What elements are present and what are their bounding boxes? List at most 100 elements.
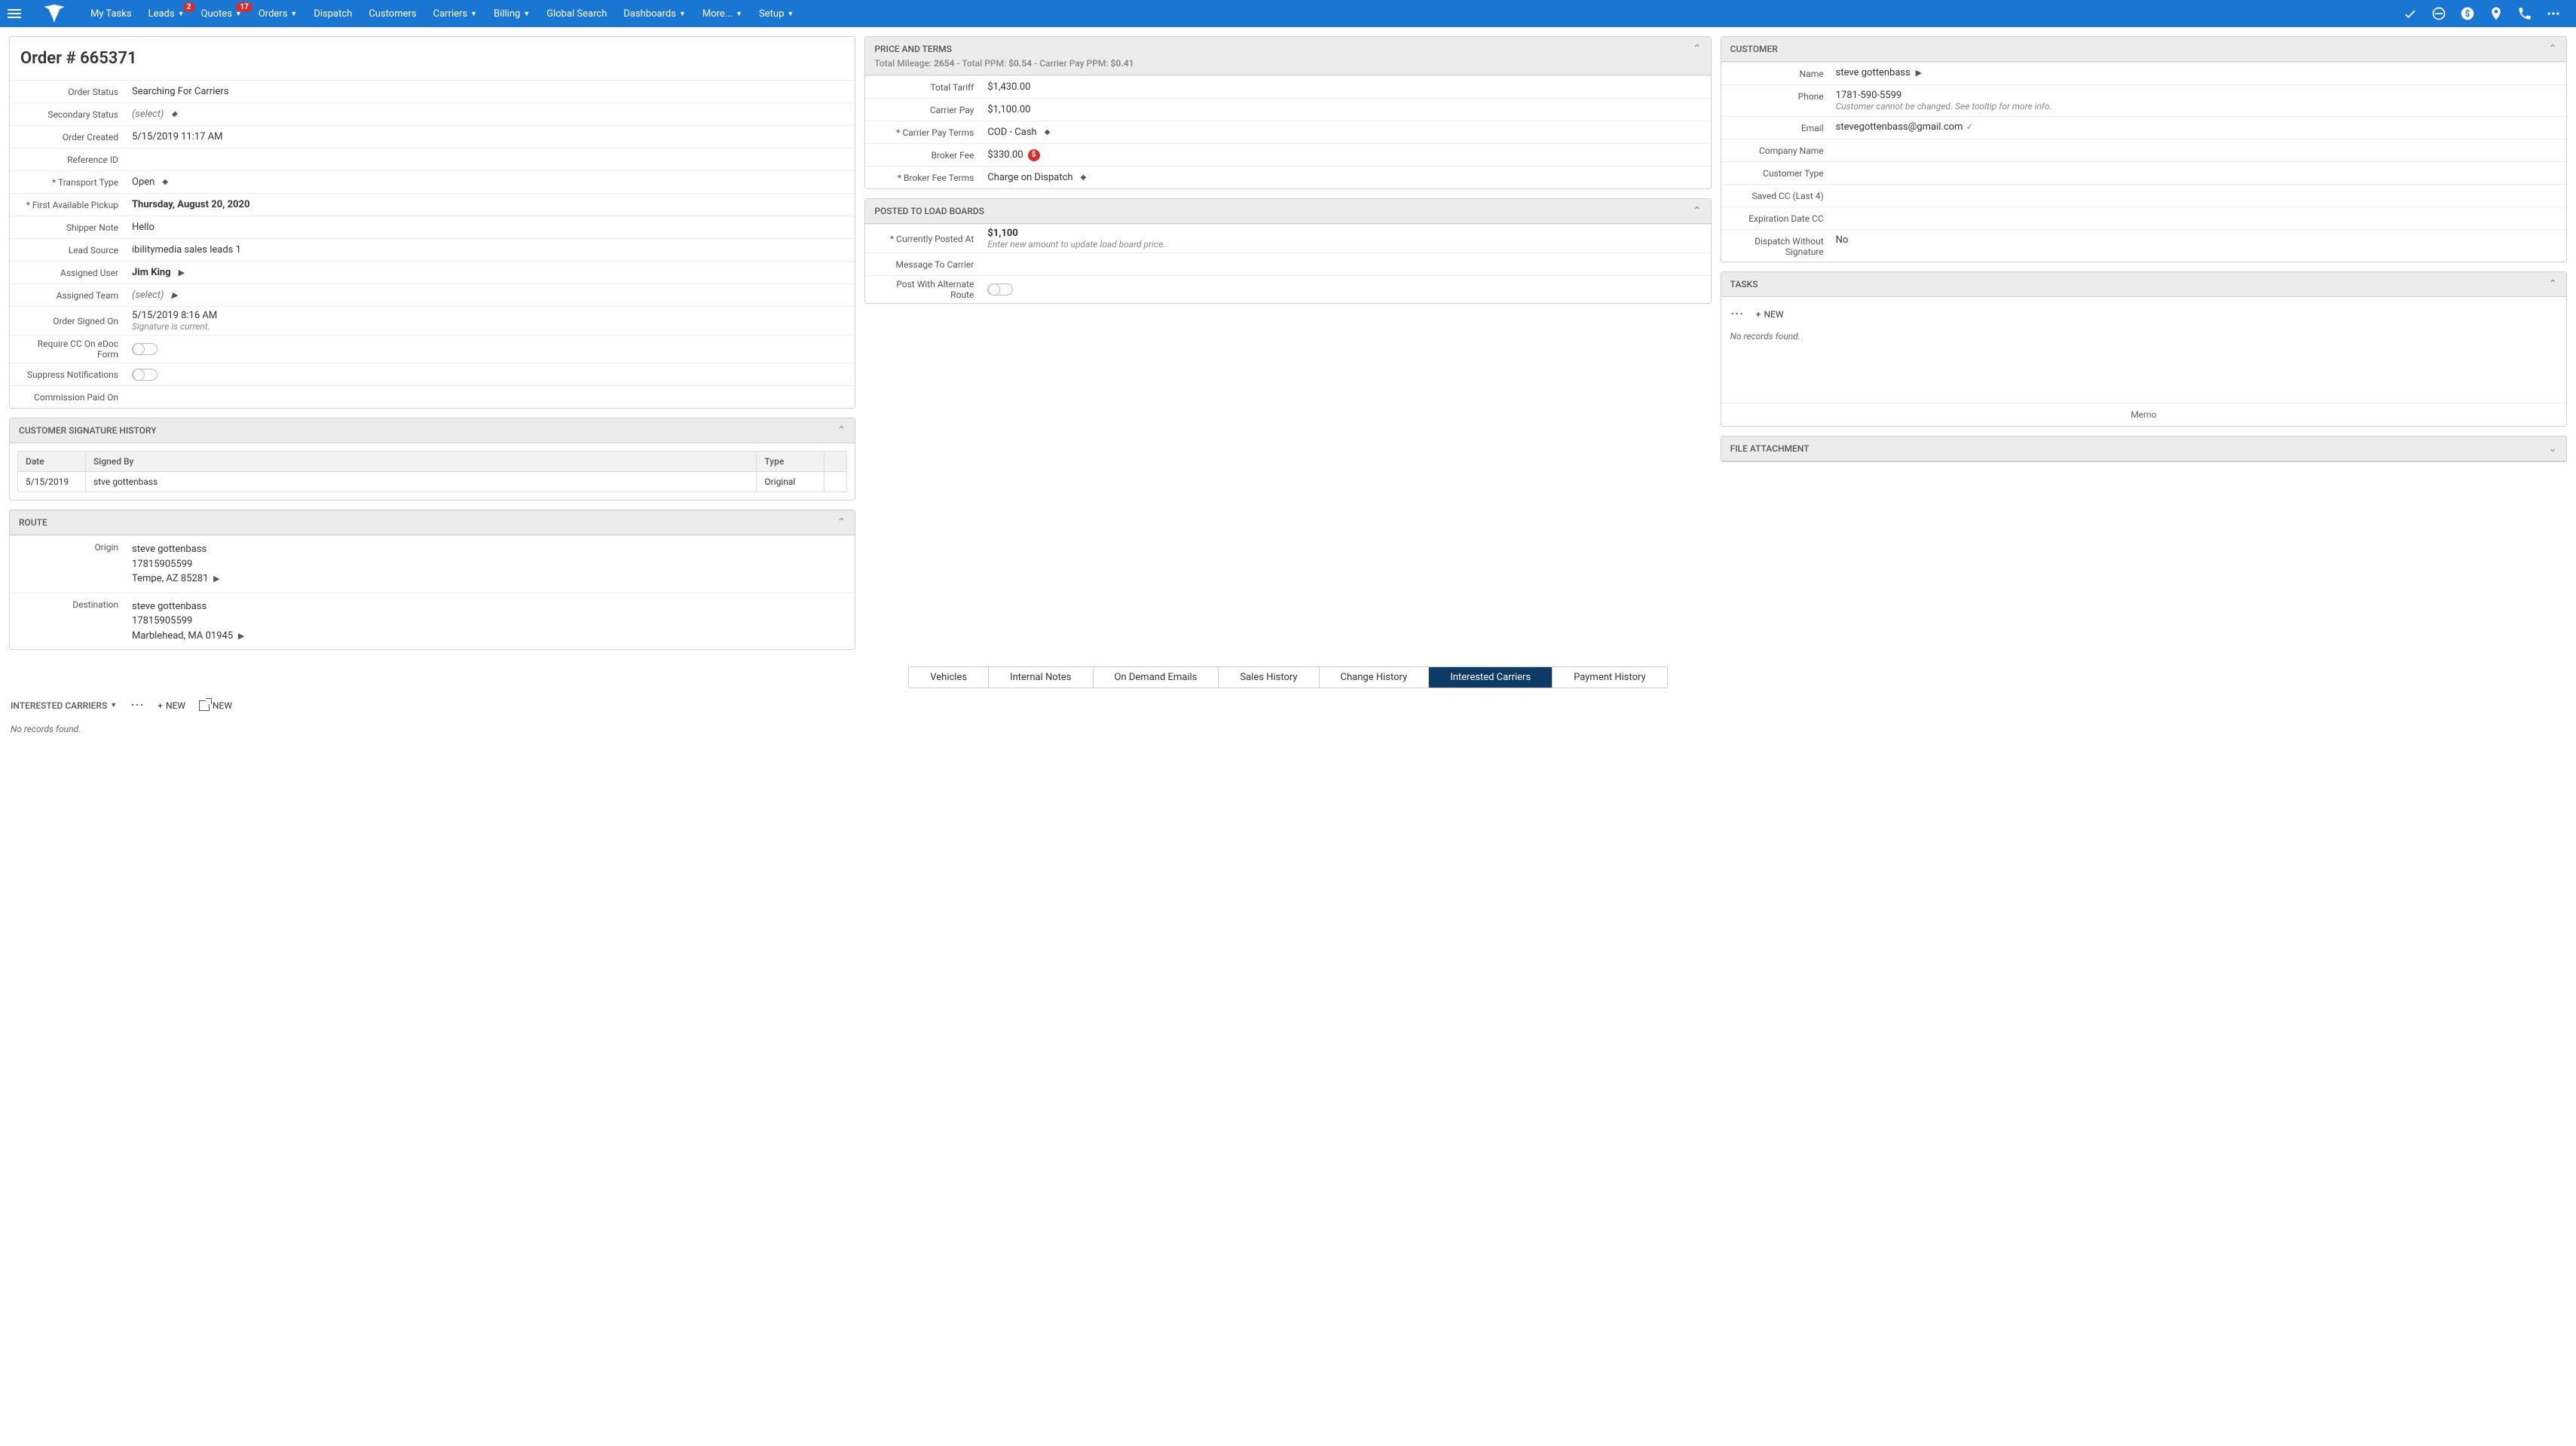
tab[interactable]: Change History — [1320, 667, 1430, 688]
chevron-right-icon: ▶ — [211, 574, 219, 584]
require-cc-toggle[interactable] — [132, 343, 158, 355]
order-status-value[interactable]: Searching For Carriers — [132, 86, 228, 97]
route-panel: ROUTE⌃ Originsteve gottenbass17815905599… — [9, 510, 855, 650]
more-icon[interactable]: ⋯ — [130, 697, 144, 713]
field-label: Assigned Team — [19, 290, 132, 301]
dispatch-without-sig-value[interactable]: No — [1836, 234, 1849, 246]
origin-value[interactable]: steve gottenbass17815905599Tempe, AZ 852… — [132, 542, 220, 587]
table-header[interactable]: Date — [18, 452, 86, 472]
more-icon[interactable] — [2546, 6, 2561, 21]
memo-label[interactable]: Memo — [1721, 403, 2566, 426]
collapse-icon[interactable]: ⌃ — [1693, 43, 1702, 55]
field-label: * Carrier Pay Terms — [874, 127, 987, 138]
more-icon[interactable]: ⋯ — [1730, 306, 1744, 322]
sort-icon: ◆ — [1081, 173, 1087, 182]
block-icon[interactable] — [2431, 6, 2446, 21]
nav-item[interactable]: Quotes▼17 — [194, 4, 249, 24]
pay-terms-select[interactable]: COD - Cash◆ — [987, 127, 1050, 138]
tariff-value[interactable]: $1,430.00 — [987, 81, 1030, 93]
tab[interactable]: Vehicles — [909, 667, 989, 688]
check-icon[interactable] — [2403, 6, 2418, 21]
shipper-note-value[interactable]: Hello — [132, 222, 154, 233]
field-label: Total Tariff — [874, 82, 987, 93]
chevron-right-icon: ▶ — [179, 268, 185, 277]
lead-source-value[interactable]: ibilitymedia sales leads 1 — [132, 244, 241, 256]
tabs-container: VehiclesInternal NotesOn Demand EmailsSa… — [0, 659, 2576, 688]
sort-icon: ◆ — [1045, 128, 1051, 136]
tab[interactable]: Sales History — [1219, 667, 1319, 688]
nav-item[interactable]: Orders▼ — [251, 4, 305, 24]
secondary-status-select[interactable]: (select)◆ — [132, 109, 177, 120]
left-column: Order # 665371 Order StatusSearching For… — [9, 36, 855, 650]
dollar-icon[interactable]: $ — [2460, 6, 2475, 21]
caret-down-icon: ▼ — [290, 10, 297, 18]
alt-route-toggle[interactable] — [987, 283, 1013, 296]
new-button[interactable]: +NEW — [158, 700, 185, 711]
assigned-team-select[interactable]: (select)▶ — [132, 290, 178, 301]
nav-item[interactable]: Dashboards▼ — [616, 4, 693, 24]
menu-icon[interactable] — [8, 5, 26, 23]
tab[interactable]: Internal Notes — [989, 667, 1093, 688]
logo-icon[interactable] — [41, 0, 68, 27]
order-created-value: 5/15/2019 11:17 AM — [132, 131, 223, 142]
middle-column: PRICE AND TERMS ⌃ Total Mileage: 2654 - … — [864, 36, 1711, 304]
customer-name-link[interactable]: steve gottenbass ▶ — [1836, 67, 1922, 78]
signature-table: Date Signed By Type 5/15/2019 stve gotte… — [17, 451, 847, 492]
nav-item[interactable]: Customers — [361, 4, 424, 24]
field-label: Email — [1730, 121, 1836, 133]
nav-item[interactable]: Carriers▼ — [426, 4, 485, 24]
section-title[interactable]: INTERESTED CARRIERS▼ — [11, 700, 117, 711]
nav-right: $ — [2403, 6, 2568, 21]
table-row[interactable]: 5/15/2019 stve gottenbass Original — [18, 472, 847, 492]
carrier-pay-value[interactable]: $1,100.00 — [987, 104, 1030, 115]
customer-email-value[interactable]: stevegottenbass@gmail.com✓ — [1836, 121, 1974, 133]
field-label: * Broker Fee Terms — [874, 173, 987, 183]
nav-item[interactable]: My Tasks — [83, 4, 139, 24]
transport-type-select[interactable]: Open◆ — [132, 176, 168, 188]
pickup-date-value[interactable]: Thursday, August 20, 2020 — [132, 199, 249, 210]
caret-down-icon: ▼ — [110, 701, 117, 709]
new-external-button[interactable]: NEW — [199, 700, 232, 711]
field-label: Phone — [1730, 90, 1836, 102]
expand-icon[interactable]: ⌄ — [2548, 443, 2557, 455]
broker-fee-value[interactable]: $330.00$ — [987, 149, 1039, 161]
customer-phone-value: 1781-590-5599Customer cannot be changed.… — [1836, 90, 2052, 112]
collapse-icon[interactable]: ⌃ — [837, 424, 846, 437]
field-label: Assigned User — [19, 268, 132, 278]
destination-value[interactable]: steve gottenbass17815905599Marblehead, M… — [132, 599, 244, 644]
field-label: Message To Carrier — [874, 259, 987, 270]
plus-icon: + — [158, 700, 163, 711]
panel-title: CUSTOMER — [1730, 44, 1778, 54]
collapse-icon[interactable]: ⌃ — [2548, 43, 2557, 55]
field-label: Order Status — [19, 87, 132, 97]
tab[interactable]: On Demand Emails — [1094, 667, 1219, 688]
table-header[interactable]: Type — [757, 452, 825, 472]
svg-text:$: $ — [2465, 8, 2470, 19]
collapse-icon[interactable]: ⌃ — [837, 516, 846, 528]
location-icon[interactable] — [2489, 6, 2504, 21]
nav-item[interactable]: Setup▼ — [751, 4, 801, 24]
new-task-button[interactable]: +NEW — [1756, 309, 1784, 320]
nav-item[interactable]: Leads▼2 — [141, 4, 192, 24]
nav-item[interactable]: Dispatch — [306, 4, 359, 24]
panel-title: POSTED TO LOAD BOARDS — [874, 206, 984, 216]
nav-item[interactable]: Global Search — [539, 4, 614, 24]
broker-fee-terms-select[interactable]: Charge on Dispatch◆ — [987, 172, 1086, 183]
tab[interactable]: Payment History — [1553, 667, 1667, 688]
assigned-user-link[interactable]: Jim King▶ — [132, 267, 185, 278]
collapse-icon[interactable]: ⌃ — [1693, 205, 1702, 217]
tab[interactable]: Interested Carriers — [1429, 667, 1553, 688]
nav-item[interactable]: Billing▼ — [486, 4, 537, 24]
no-records-text: No records found. — [11, 713, 2565, 740]
field-label: Origin — [19, 542, 132, 587]
field-label: * Currently Posted At — [874, 234, 987, 244]
chevron-right-icon: ▶ — [1914, 68, 1922, 78]
phone-icon[interactable] — [2517, 6, 2532, 21]
suppress-notifications-toggle[interactable] — [132, 369, 158, 381]
collapse-icon[interactable]: ⌃ — [2548, 278, 2557, 290]
table-header — [825, 452, 847, 472]
posted-amount-value[interactable]: $1,100Enter new amount to update load bo… — [987, 228, 1165, 250]
field-label: * Transport Type — [19, 177, 132, 188]
table-header[interactable]: Signed By — [86, 452, 757, 472]
nav-item[interactable]: More...▼ — [695, 4, 750, 24]
